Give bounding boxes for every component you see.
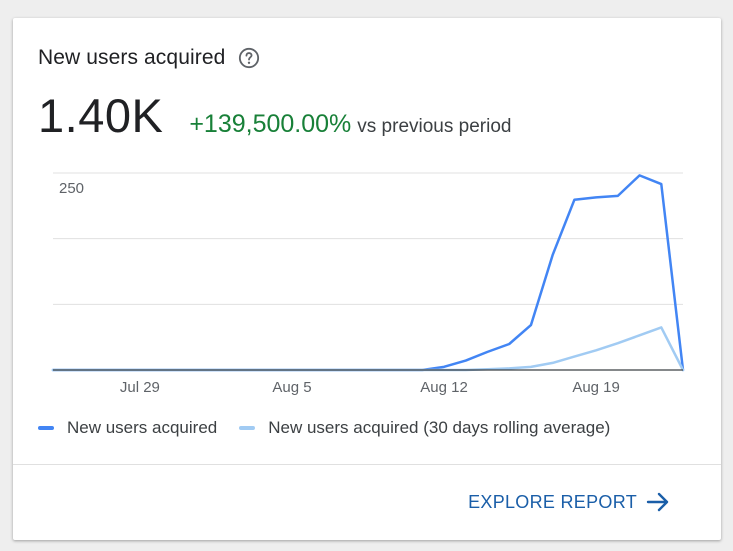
legend-swatch-new-users xyxy=(38,426,54,430)
legend-swatch-rolling-average xyxy=(239,426,256,430)
line-chart[interactable]: 250 Jul 29 Aug 5 Aug 12 Aug 19 xyxy=(13,18,721,408)
help-circle-icon[interactable] xyxy=(238,47,260,69)
legend-label-new-users: New users acquired xyxy=(67,418,218,437)
legend-item-new-users[interactable]: New users acquired xyxy=(38,418,217,438)
x-tick-label: Jul 29 xyxy=(120,379,160,396)
x-tick-label: Aug 19 xyxy=(572,379,620,396)
metric-value: 1.40K xyxy=(38,89,164,142)
y-tick-label: 250 xyxy=(59,180,84,197)
metric-row: 1.40K +139,500.00% vs previous period xyxy=(38,88,511,143)
card-title: New users acquired xyxy=(38,46,226,69)
x-tick-label: Aug 12 xyxy=(420,379,468,396)
series-line-rolling-average xyxy=(51,326,685,372)
explore-report-label: EXPLORE REPORT xyxy=(468,491,637,512)
arrow-right-icon xyxy=(646,492,669,512)
metric-suffix: vs previous period xyxy=(357,116,512,137)
legend-label-rolling-average: New users acquired (30 days rolling aver… xyxy=(268,418,611,437)
metric-change: +139,500.00% xyxy=(189,110,352,138)
card-header: New users acquired xyxy=(38,46,260,70)
x-tick-label: Aug 5 xyxy=(272,379,311,396)
legend-item-rolling-average[interactable]: New users acquired (30 days rolling aver… xyxy=(239,418,610,438)
chart-legend: New users acquired New users acquired (3… xyxy=(38,418,632,438)
card-divider xyxy=(13,464,721,465)
explore-report-button[interactable]: EXPLORE REPORT xyxy=(468,489,671,515)
series-line-new-users xyxy=(51,174,685,372)
new-users-card: New users acquired 1.40K +139,500.00% vs… xyxy=(13,18,721,540)
